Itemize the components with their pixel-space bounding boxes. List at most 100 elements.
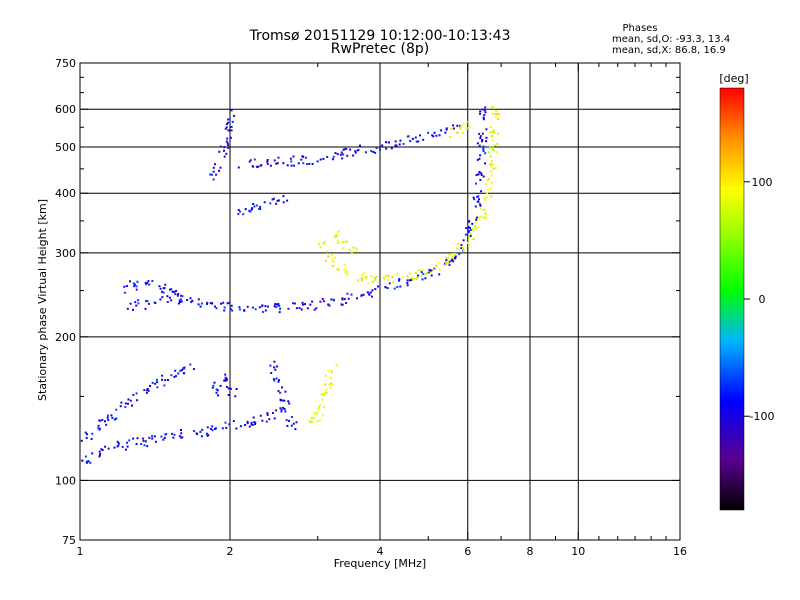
echo-point xyxy=(239,425,242,428)
echo-point xyxy=(283,399,286,402)
echo-point xyxy=(167,379,169,381)
echo-point xyxy=(362,293,365,296)
echo-point xyxy=(492,129,495,132)
echo-point xyxy=(225,126,228,129)
echo-point xyxy=(489,155,492,158)
echo-point xyxy=(238,306,241,309)
echo-point xyxy=(104,420,106,423)
echo-point xyxy=(84,455,87,458)
echo-point xyxy=(318,243,320,246)
echo-point xyxy=(163,436,166,439)
echo-point xyxy=(246,422,249,425)
echo-point xyxy=(199,305,202,308)
echo-point xyxy=(301,303,304,306)
echo-point xyxy=(186,299,189,301)
echo-point xyxy=(336,239,339,242)
echo-point xyxy=(209,427,212,430)
echo-point xyxy=(230,109,233,112)
echo-point xyxy=(224,127,227,130)
echo-point xyxy=(181,436,184,439)
echo-point xyxy=(214,428,217,430)
echo-point xyxy=(398,278,401,281)
echo-point xyxy=(479,203,481,206)
colorbar-tick-label: 100 xyxy=(752,176,773,189)
echo-point xyxy=(421,278,424,281)
echo-point xyxy=(319,419,321,422)
x-tick-label: 8 xyxy=(527,545,534,558)
echo-point xyxy=(318,404,321,407)
echo-point xyxy=(465,227,468,230)
echo-point xyxy=(433,131,436,134)
echo-point xyxy=(355,250,358,253)
echo-point xyxy=(225,140,228,143)
x-tick-label: 10 xyxy=(571,545,585,558)
y-tick-label: 400 xyxy=(55,187,76,200)
echo-point xyxy=(209,173,212,176)
echo-point xyxy=(479,204,482,207)
echo-point xyxy=(219,384,222,387)
echo-point xyxy=(248,209,251,212)
echo-point xyxy=(173,433,176,436)
echo-point xyxy=(224,379,227,382)
echo-point xyxy=(180,429,182,431)
echo-point xyxy=(473,198,476,201)
echo-point xyxy=(462,123,465,126)
echo-point xyxy=(330,377,333,379)
echo-point xyxy=(229,387,232,390)
echo-point xyxy=(284,410,287,413)
echo-point xyxy=(451,255,454,258)
echo-point xyxy=(239,210,242,213)
echo-point xyxy=(255,165,258,168)
echo-point xyxy=(398,143,401,146)
echo-point xyxy=(479,112,481,115)
echo-point xyxy=(151,437,154,440)
echo-point xyxy=(273,360,276,363)
echo-point xyxy=(497,113,500,116)
echo-point xyxy=(232,420,235,423)
echo-point xyxy=(484,106,487,109)
echo-point xyxy=(417,140,420,143)
echo-point xyxy=(427,271,430,274)
echo-point xyxy=(364,277,367,280)
echo-point xyxy=(366,291,369,294)
echo-point xyxy=(410,279,413,281)
echo-point xyxy=(282,162,285,165)
echo-point xyxy=(334,152,337,154)
echo-point xyxy=(445,127,448,130)
echo-point xyxy=(135,304,138,307)
echo-point xyxy=(300,308,303,311)
echo-point xyxy=(215,307,218,310)
echo-point xyxy=(488,163,491,166)
x-axis-label: Frequency [MHz] xyxy=(334,557,426,570)
echo-point xyxy=(340,303,343,306)
echo-point xyxy=(215,388,218,391)
echo-point xyxy=(481,138,484,141)
echo-point xyxy=(159,298,162,301)
echo-point xyxy=(111,416,114,419)
echo-point xyxy=(492,130,494,133)
echo-point xyxy=(420,271,423,274)
echo-point xyxy=(81,459,84,462)
echo-point xyxy=(273,159,276,162)
echo-point xyxy=(401,276,404,279)
echo-point xyxy=(467,220,470,223)
echo-point xyxy=(275,303,278,306)
echo-point xyxy=(484,111,487,114)
echo-point xyxy=(460,247,463,249)
echo-point xyxy=(158,285,161,288)
echo-point xyxy=(261,419,264,422)
echo-point xyxy=(287,400,290,403)
echo-point xyxy=(272,378,275,381)
echo-point xyxy=(346,292,349,295)
echo-point xyxy=(360,277,363,280)
echo-point xyxy=(325,392,328,395)
echo-point xyxy=(248,160,251,163)
echo-point xyxy=(431,134,434,137)
echo-point xyxy=(163,287,166,290)
echo-point xyxy=(217,394,219,397)
echo-point xyxy=(399,285,402,288)
echo-point xyxy=(446,261,449,264)
echo-point xyxy=(145,300,148,303)
echo-point xyxy=(281,399,284,402)
echo-point xyxy=(134,301,137,304)
